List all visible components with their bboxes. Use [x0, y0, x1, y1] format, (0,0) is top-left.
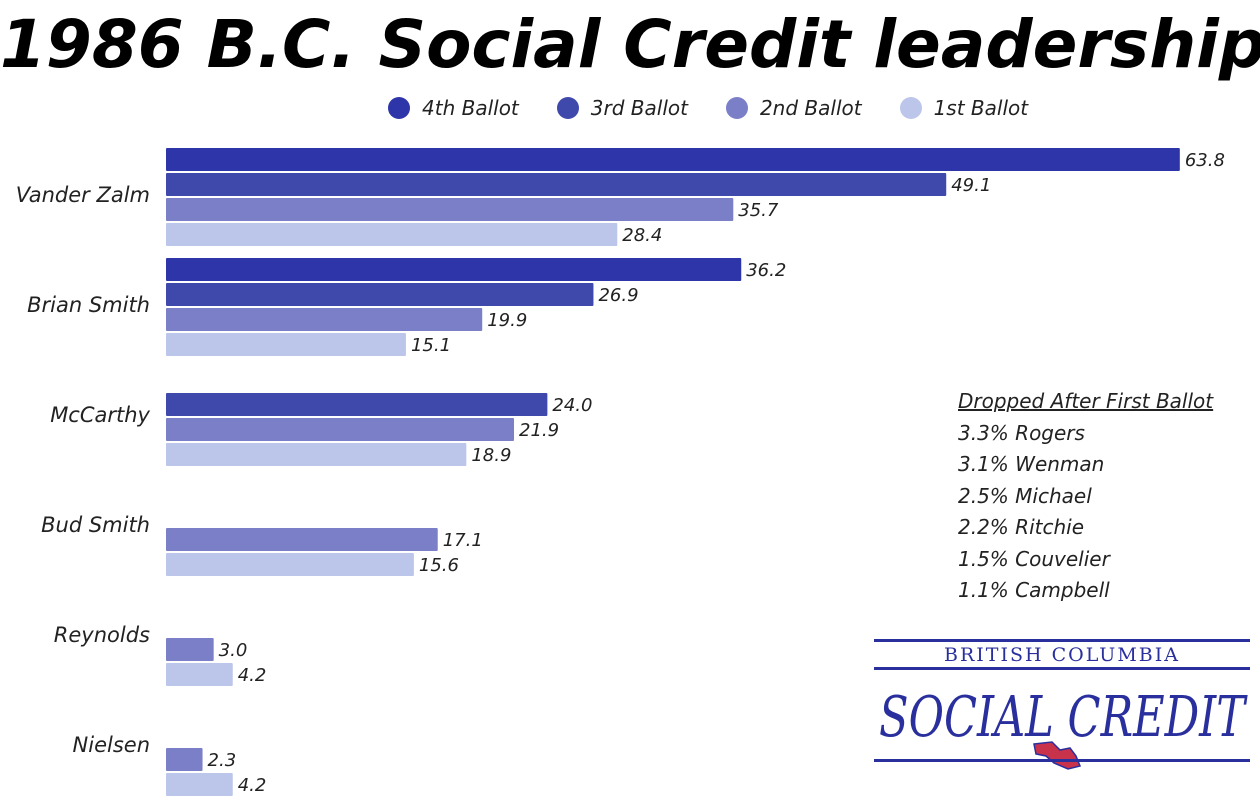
legend-swatch [899, 97, 922, 119]
category-label: Vander Zalm [16, 183, 150, 207]
logo-main-text: SOCIAL CREDIT [879, 685, 1248, 750]
bc-province-shape [1033, 741, 1082, 770]
data-label: 4.2 [238, 775, 267, 796]
bar [166, 258, 742, 281]
legend-swatch [556, 97, 579, 119]
legend-label: 2nd Ballot [759, 96, 862, 120]
bar [166, 553, 414, 576]
category-label: McCarthy [50, 403, 150, 427]
legend-item: 2nd Ballot [725, 96, 862, 120]
data-label: 35.7 [738, 200, 779, 221]
legend-item: 4th Ballot [388, 96, 519, 120]
data-label: 63.8 [1185, 150, 1225, 171]
bar [166, 148, 1180, 171]
chart-title: 1986 B.C. Social Credit leadership [0, 6, 1260, 83]
category-label: Nielsen [73, 733, 150, 757]
data-label: 2.3 [208, 750, 237, 771]
dropped-item: 3.3% Rogers [958, 420, 1085, 445]
data-label: 49.1 [951, 175, 991, 196]
data-label: 19.9 [487, 310, 527, 331]
dropped-item: 2.5% Michael [958, 483, 1092, 508]
bar [166, 198, 734, 221]
legend-item: 1st Ballot [899, 96, 1029, 120]
legend-item: 3rd Ballot [556, 96, 688, 120]
dropped-item: 3.1% Wenman [958, 452, 1105, 476]
data-label: 17.1 [443, 530, 483, 551]
bar [166, 638, 214, 661]
data-label: 26.9 [598, 285, 638, 306]
data-label: 24.0 [552, 395, 592, 416]
legend-label: 3rd Ballot [590, 96, 688, 120]
data-label: 18.9 [471, 445, 511, 466]
dropped-title: Dropped After First Ballot [958, 389, 1214, 413]
bar [166, 223, 618, 246]
bar [166, 663, 233, 686]
data-label: 3.0 [219, 640, 248, 661]
data-label: 28.4 [622, 225, 662, 246]
dropped-candidates-box: Dropped After First Ballot 3.3% Rogers 3… [958, 386, 1248, 607]
logo-rule-mid [874, 667, 1250, 670]
legend-label: 4th Ballot [422, 96, 519, 120]
logo-top-text: BRITISH COLUMBIA [944, 644, 1180, 666]
dropped-item: 1.1% Campbell [958, 578, 1110, 602]
bar [166, 393, 548, 416]
bar [166, 308, 483, 331]
bar [166, 418, 515, 441]
data-label: 15.1 [411, 335, 451, 356]
dropped-item: 1.5% Couvelier [958, 546, 1110, 571]
category-label: Reynolds [54, 623, 150, 647]
social-credit-logo: BRITISH COLUMBIA SOCIAL CREDIT [874, 639, 1250, 770]
bar [166, 333, 406, 356]
data-label: 4.2 [238, 665, 267, 686]
data-label: 15.6 [419, 555, 459, 576]
logo-rule-bottom [874, 759, 1250, 762]
category-label: Bud Smith [41, 513, 150, 537]
legend: 4th Ballot 3rd Ballot 2nd Ballot 1st Ballot [388, 94, 1066, 122]
bar [166, 283, 594, 306]
bar [166, 773, 233, 796]
legend-swatch [725, 97, 748, 119]
logo-rule-top [874, 639, 1250, 642]
data-label: 21.9 [519, 420, 559, 441]
data-label: 36.2 [746, 260, 786, 281]
bar [166, 748, 203, 771]
legend-swatch [388, 97, 410, 119]
bar [166, 443, 467, 466]
bar [166, 528, 438, 551]
bar [166, 173, 947, 196]
category-label: Brian Smith [27, 293, 150, 317]
legend-label: 1st Ballot [933, 96, 1029, 120]
dropped-item: 2.2% Ritchie [958, 515, 1084, 539]
